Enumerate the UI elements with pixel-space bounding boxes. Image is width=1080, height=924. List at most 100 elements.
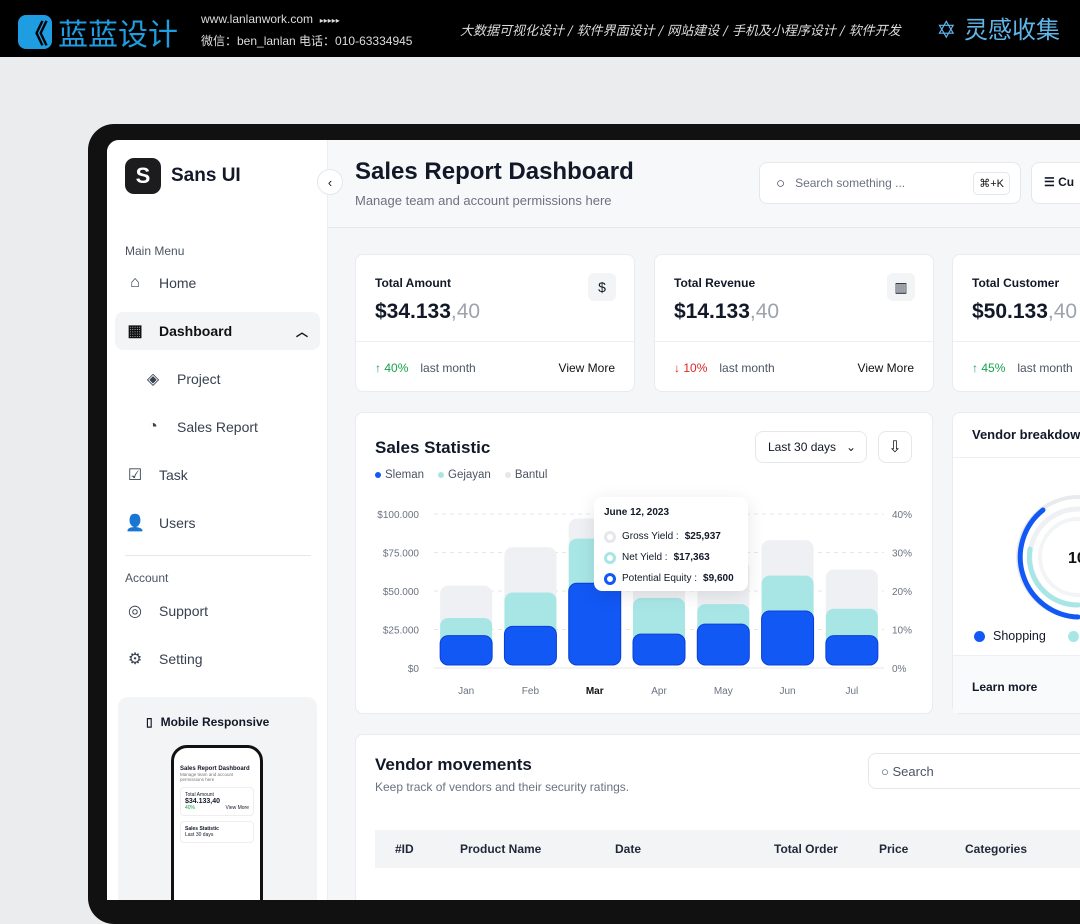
customize-button[interactable]: ☰ Cu — [1031, 162, 1080, 204]
phone-range: Last 30 days — [185, 832, 214, 838]
app-name: Sans UI — [171, 165, 241, 186]
phone-title: Sales Report Dashboard — [180, 766, 250, 772]
vendor-movements-card: Vendor movements Keep track of vendors a… — [355, 734, 1080, 900]
phone-card-more: View More — [225, 805, 249, 811]
chevron-left-icon: ‹ — [327, 174, 333, 190]
divider — [125, 555, 311, 556]
ring-second — [1026, 546, 1080, 608]
chevron-down-icon: ⌄ — [846, 440, 857, 454]
vendor-legend: Shopping — [974, 629, 1079, 643]
download-button[interactable]: ⇩ — [878, 431, 912, 463]
chevron-up-icon: ︿ — [295, 324, 308, 339]
bar-sleman — [825, 635, 879, 666]
tooltip-label: Potential Equity : — [622, 573, 698, 584]
layers-icon: ◈ — [146, 371, 160, 388]
movements-subtitle: Keep track of vendors and their security… — [375, 780, 630, 794]
tooltip-date: June 12, 2023 — [604, 507, 670, 518]
sidebar-item-project[interactable]: ◈ Project — [115, 360, 320, 398]
page-header: Sales Report Dashboard Manage team and a… — [328, 140, 1080, 228]
search-placeholder: Search — [892, 764, 934, 779]
label: Support — [159, 603, 209, 619]
sidebar-item-support[interactable]: ◎ Support — [115, 592, 320, 630]
y2-tick-label: 10% — [892, 626, 912, 637]
section-account: Account — [125, 571, 169, 585]
banner-logo: 《蓝蓝设计 — [18, 10, 178, 54]
home-icon: ⌂ — [130, 274, 140, 291]
phone-subtitle: Manage team and account permissions here — [180, 772, 234, 782]
sidebar-item-users[interactable]: 👤 Users — [115, 504, 320, 542]
label: Sales Report — [177, 419, 258, 435]
sliders-icon: ☰ — [1044, 175, 1055, 189]
label: Home — [159, 275, 197, 291]
customize-label: Cu — [1058, 175, 1075, 189]
chart-icon: ▥ — [887, 273, 915, 301]
col-total-order[interactable]: Total Order — [774, 842, 838, 856]
vendor-donut: 10 — [1016, 495, 1080, 620]
mobile-title: Mobile Responsive — [160, 715, 270, 729]
contact-text: 微信：ben_lanlan 电话：010-63334945 — [201, 34, 413, 48]
learn-more-link[interactable]: Learn more — [972, 680, 1038, 694]
stat-value: $50.133,40 — [972, 300, 1077, 324]
sidebar-item-setting[interactable]: ⚙ Setting — [115, 640, 320, 678]
view-more-link[interactable]: View More — [857, 360, 914, 375]
sidebar-item-sales-report[interactable]: ◔ Sales Report — [115, 408, 320, 446]
x-tick-label: May — [714, 686, 733, 697]
app-logo[interactable]: S Sans UI — [125, 158, 241, 194]
y-tick-label: $25.000 — [383, 626, 420, 637]
bar-sleman — [632, 633, 686, 666]
x-tick-label: Apr — [651, 686, 667, 697]
y2-tick-label: 30% — [892, 549, 912, 560]
x-tick-label: Jul — [845, 686, 858, 697]
col-product-name[interactable]: Product Name — [460, 842, 542, 856]
change: 45% — [981, 360, 1006, 375]
users-icon: 👤 — [125, 515, 145, 532]
col-id[interactable]: #ID — [395, 842, 414, 856]
x-tick-label: Mar — [586, 686, 604, 697]
phone-card-label: Total Amount — [185, 792, 214, 798]
value-decimals: ,40 — [749, 300, 780, 323]
bar-sleman — [503, 625, 557, 666]
vendor-search-input[interactable]: ○ Search — [868, 753, 1080, 789]
website: www.lanlanwork.com — [201, 12, 314, 26]
value-decimals: ,40 — [450, 300, 481, 323]
col-date[interactable]: Date — [615, 842, 642, 856]
tooltip-value: $17,363 — [673, 552, 710, 563]
search-icon: ○ — [776, 174, 786, 192]
x-tick-label: Jan — [458, 686, 474, 697]
stat-label: Total Revenue — [674, 276, 756, 290]
legend-gejayan: Gejayan — [438, 469, 491, 481]
tooltip-row: Net Yield : $17,363 — [604, 547, 738, 568]
stat-card-total-amount: Total Amount $34.133,40 $ ↑ 40% last mont… — [355, 254, 635, 392]
banner-contact: www.lanlanwork.com ▸▸▸▸▸ 微信：ben_lanlan 电话… — [201, 9, 412, 51]
search-input[interactable]: ○ Search something ... ⌘+K — [759, 162, 1021, 204]
lifebuoy-icon: ◎ — [128, 603, 142, 620]
change: 10% — [683, 360, 708, 375]
label: Task — [159, 467, 188, 483]
label: Dashboard — [159, 323, 233, 339]
stat-value: $14.133,40 — [674, 300, 779, 324]
sidebar-item-task[interactable]: ☑ Task — [115, 456, 320, 494]
banner: 《蓝蓝设计 www.lanlanwork.com ▸▸▸▸▸ 微信：ben_lan… — [0, 0, 1080, 57]
app-screen: S Sans UI Main Menu ⌂ Home ▦ Dashboard ︿ ◈ Pr… — [107, 140, 1080, 900]
date-range-dropdown[interactable]: Last 30 days ⌄ — [755, 431, 867, 463]
phone-preview: Sales Report Dashboard Manage team and a… — [171, 745, 263, 900]
tooltip-label: Gross Yield : — [622, 531, 679, 542]
collapse-sidebar-button[interactable]: ‹ — [317, 169, 343, 195]
col-categories[interactable]: Categories — [965, 842, 1028, 856]
grid-icon: ▦ — [127, 323, 143, 340]
page-title: Sales Report Dashboard — [355, 158, 634, 185]
sidebar-item-home[interactable]: ⌂ Home — [115, 264, 320, 302]
period: last month — [1017, 360, 1073, 375]
col-price[interactable]: Price — [879, 842, 909, 856]
phone-card-change: 40% — [185, 805, 196, 811]
y-tick-label: $0 — [408, 664, 420, 675]
legend-shopping: Shopping — [993, 629, 1046, 643]
tooltip-row: Gross Yield : $25,937 — [604, 526, 738, 547]
search-placeholder: Search something ... — [795, 176, 906, 190]
view-more-link[interactable]: View More — [558, 360, 615, 375]
value-main: $50.133 — [972, 300, 1048, 323]
sidebar-item-dashboard[interactable]: ▦ Dashboard ︿ — [115, 312, 320, 350]
x-tick-label: Jun — [780, 686, 796, 697]
y-tick-label: $50.000 — [383, 587, 420, 598]
y-tick-label: $75.000 — [383, 549, 420, 560]
